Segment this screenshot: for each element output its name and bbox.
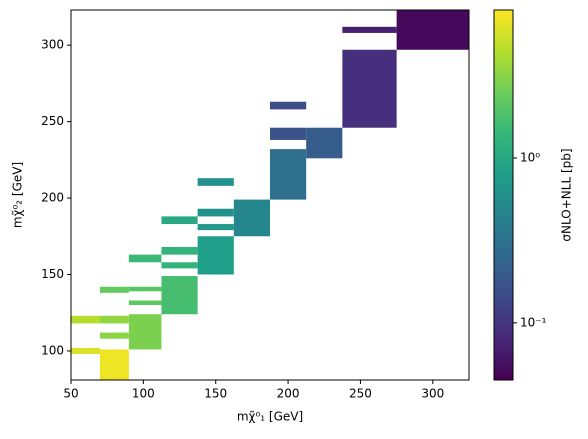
x-tick-label: 250 xyxy=(349,387,372,401)
colorbar xyxy=(493,9,514,381)
y-tick-label: 250 xyxy=(41,114,64,128)
x-tick-label: 300 xyxy=(421,387,444,401)
heatmap-cell xyxy=(270,127,307,140)
plot-area xyxy=(71,10,469,380)
heatmap-cell xyxy=(396,10,469,50)
x-tick-label: 200 xyxy=(277,387,300,401)
heatmap-cell xyxy=(197,178,234,186)
heatmap-cell xyxy=(128,314,162,350)
heatmap-cell xyxy=(270,101,307,110)
heatmap-cell xyxy=(342,49,397,128)
heatmap-cell xyxy=(197,236,234,275)
heatmap-cell xyxy=(197,224,234,231)
colorbar-tick-label: 10⁻¹ xyxy=(520,315,547,329)
heatmap-cell xyxy=(306,127,343,159)
heatmap-cell xyxy=(128,300,162,306)
heatmap-cell xyxy=(161,276,198,315)
heatmap-cell xyxy=(99,349,129,380)
heatmap-cell xyxy=(99,286,129,293)
y-axis-label: mχ̃⁰₂ [GeV] xyxy=(11,162,25,228)
plot-frame xyxy=(70,9,470,381)
heatmap-cell xyxy=(197,208,234,217)
heatmap-cell xyxy=(270,149,307,200)
heatmap-cell xyxy=(161,216,198,225)
y-tick-label: 100 xyxy=(41,343,64,357)
heatmap-cell xyxy=(71,347,100,355)
x-tick-label: 150 xyxy=(204,387,227,401)
colorbar-label: σNLO+NLL [pb] xyxy=(560,148,574,241)
y-tick-label: 150 xyxy=(41,267,64,281)
heatmap-cell xyxy=(99,315,129,324)
heatmap-cell xyxy=(233,199,270,237)
y-tick-label: 300 xyxy=(41,38,64,52)
heatmap-cell xyxy=(161,262,198,269)
heatmap-cell xyxy=(342,26,397,33)
heatmap-cell xyxy=(161,246,198,255)
heatmap-cell xyxy=(128,286,162,292)
x-tick-label: 50 xyxy=(63,387,78,401)
y-tick-label: 200 xyxy=(41,191,64,205)
heatmap-cell xyxy=(128,254,162,263)
x-axis-label: mχ̃⁰₁ [GeV] xyxy=(237,410,303,424)
heatmap-cell xyxy=(71,315,100,324)
colorbar-tick-label: 10⁰ xyxy=(520,150,540,164)
heatmap-cell xyxy=(99,332,129,339)
x-tick-label: 100 xyxy=(132,387,155,401)
